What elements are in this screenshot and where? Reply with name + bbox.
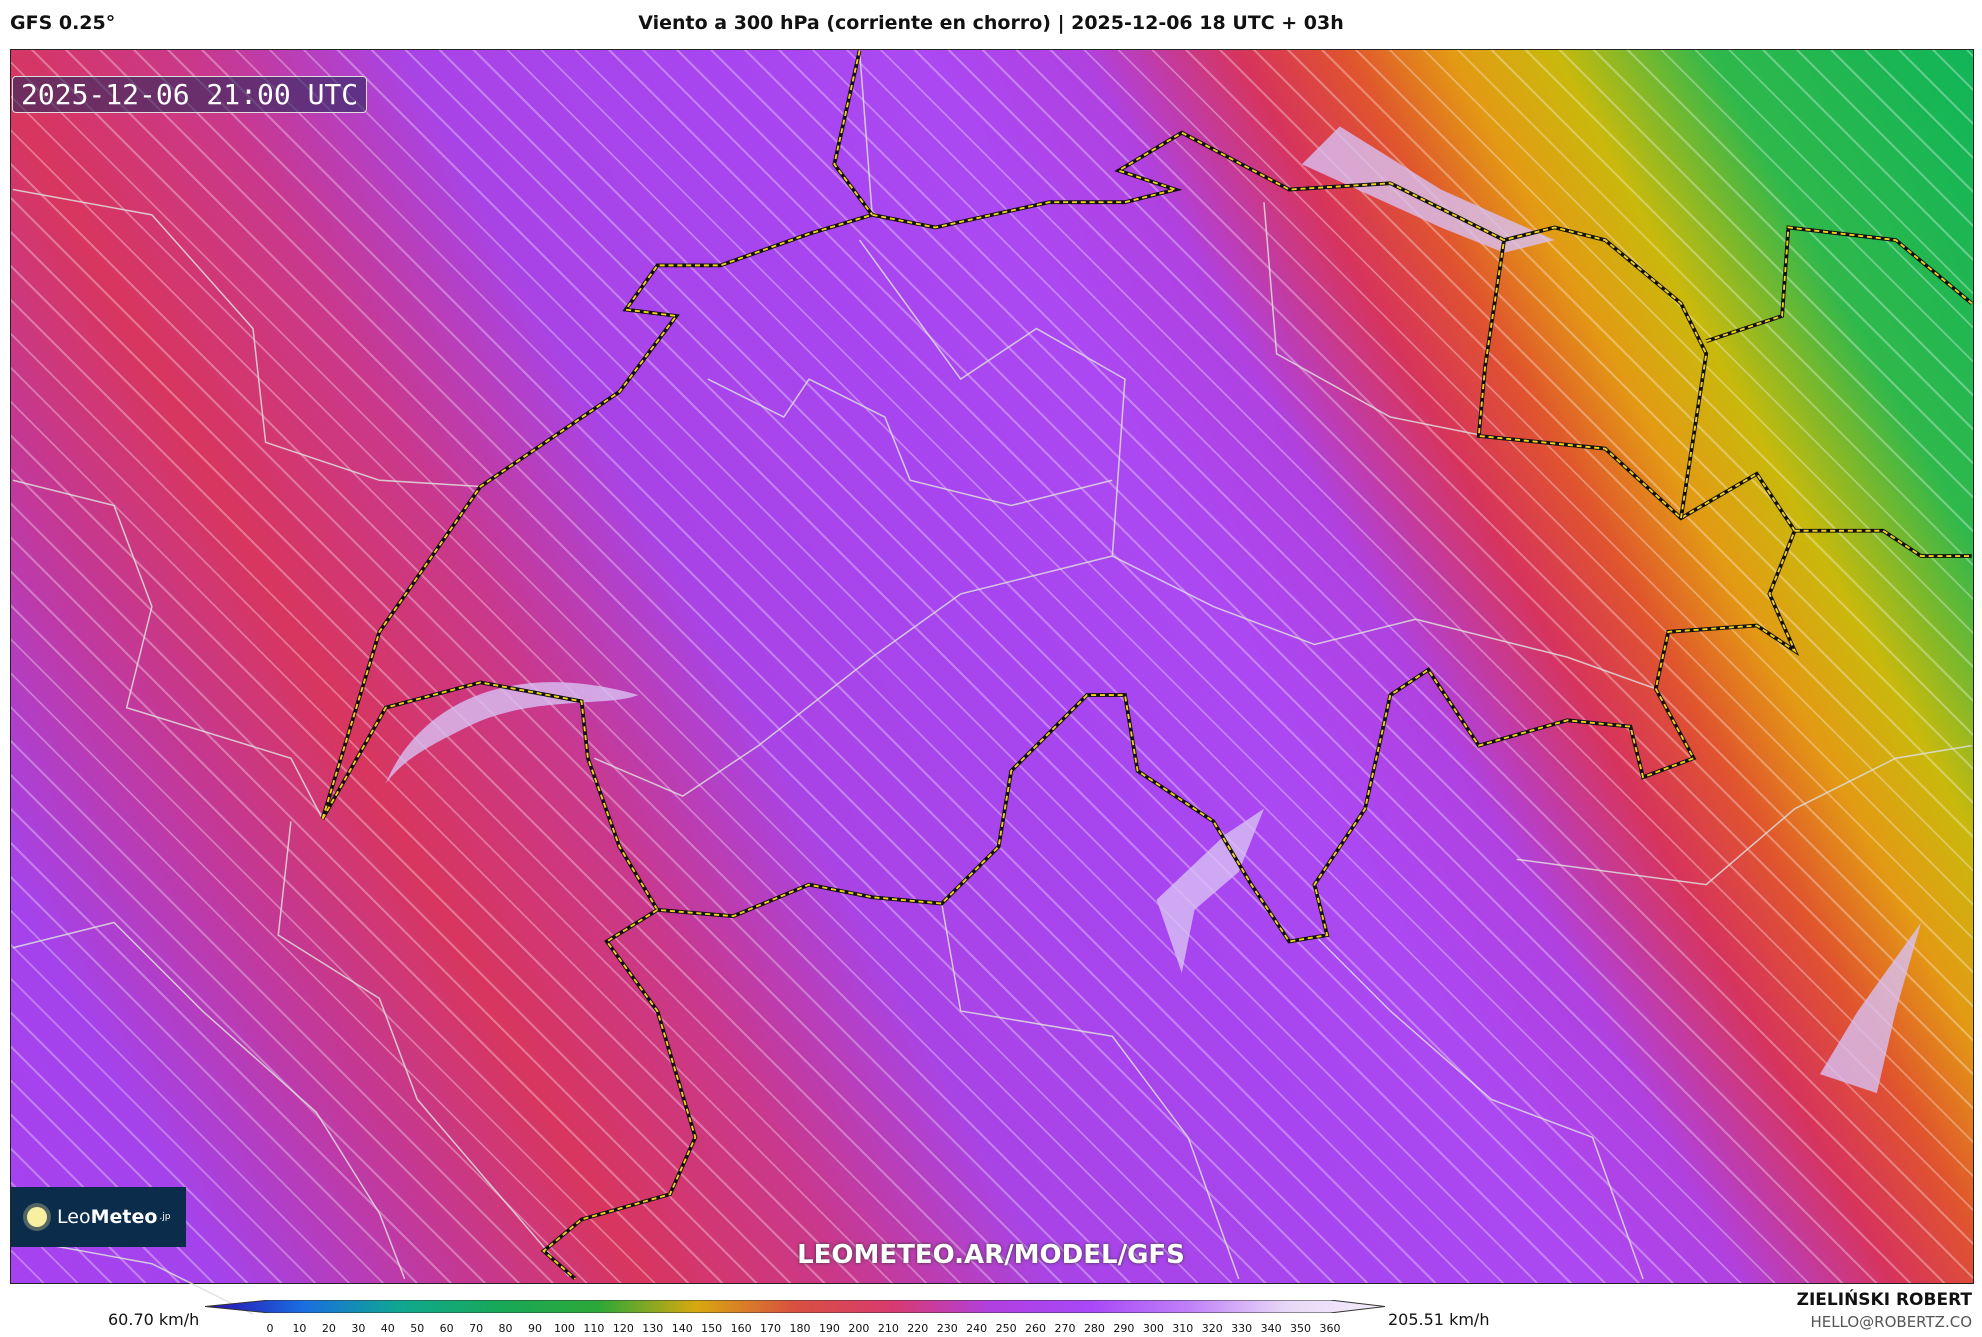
colorbar-tick-label: 270 [1054,1322,1076,1335]
colorbar-tick-label: 360 [1319,1322,1341,1335]
logo-prefix: Leo [57,1206,91,1228]
colorbar-tick-label: 250 [995,1322,1017,1335]
colorbar-tick-label: 110 [583,1322,605,1335]
colorbar-tick-label: 290 [1113,1322,1135,1335]
colorbar-tick-label: 180 [789,1322,811,1335]
colorbar-tick-label: 320 [1201,1322,1223,1335]
logo-suffix: .jp [159,1212,171,1222]
colorbar-tick-label: 170 [760,1322,782,1335]
colorbar-tick-label: 190 [818,1322,840,1335]
colorbar-tick-label: 240 [966,1322,988,1335]
author-block: ZIELIŃSKI ROBERT HELLO@ROBERTZ.CO [1797,1290,1972,1331]
leometeo-logo[interactable]: Leo Meteo .jp [11,1187,186,1247]
colorbar-tick-label: 0 [266,1322,274,1335]
colorbar-tick-label: 300 [1142,1322,1164,1335]
colorbar-tick-label: 80 [498,1322,513,1335]
colorbar-tick-label: 100 [553,1322,575,1335]
colorbar-tick-label: 230 [936,1322,958,1335]
colorbar-tick-label: 70 [469,1322,484,1335]
colorbar [205,1300,1385,1313]
colorbar-tick-label: 340 [1260,1322,1282,1335]
colorbar-tick-label: 210 [877,1322,899,1335]
colorbar-tick-label: 330 [1231,1322,1253,1335]
colorbar-tick-label: 160 [730,1322,752,1335]
colorbar-tick-label: 30 [351,1322,366,1335]
colorbar-tick-label: 40 [380,1322,395,1335]
author-email[interactable]: HELLO@ROBERTZ.CO [1810,1313,1972,1331]
sun-icon [27,1207,47,1227]
wind-map[interactable] [10,49,1974,1284]
model-label: GFS 0.25° [10,12,116,34]
colorbar-tick-label: 310 [1172,1322,1194,1335]
colorbar-tick-label: 150 [701,1322,723,1335]
colorbar-ticks: 0 10 20 30 40 50 60 70 80 90 100 110 120 130 140 150 160… [266,1322,1341,1336]
chart-title: Viento a 300 hPa (corriente en chorro) |… [638,12,1344,34]
colorbar-tick-label: 60 [439,1322,454,1335]
colorbar-max-label: 205.51 km/h [1388,1310,1490,1329]
logo-name: Meteo [90,1206,158,1228]
colorbar-tick-label: 130 [642,1322,664,1335]
colorbar-tick-label: 220 [907,1322,929,1335]
author-name: ZIELIŃSKI ROBERT [1796,1290,1972,1310]
colorbar-tick-label: 350 [1290,1322,1312,1335]
colorbar-tick-label: 50 [410,1322,425,1335]
colorbar-tick-label: 280 [1083,1322,1105,1335]
colorbar-tick-label: 10 [292,1322,307,1335]
colorbar-tick-label: 120 [612,1322,634,1335]
colorbar-min-label: 60.70 km/h [108,1310,200,1329]
colorbar-tick-label: 260 [1025,1322,1047,1335]
colorbar-tick-label: 90 [528,1322,542,1335]
colorbar-tick-label: 20 [321,1322,336,1335]
colorbar-tick-label: 140 [671,1322,693,1335]
colorbar-tick-label: 200 [848,1322,870,1335]
watermark: LEOMETEO.AR/MODEL/GFS [797,1240,1185,1270]
valid-time-label: 2025-12-06 21:00 UTC [12,76,368,113]
